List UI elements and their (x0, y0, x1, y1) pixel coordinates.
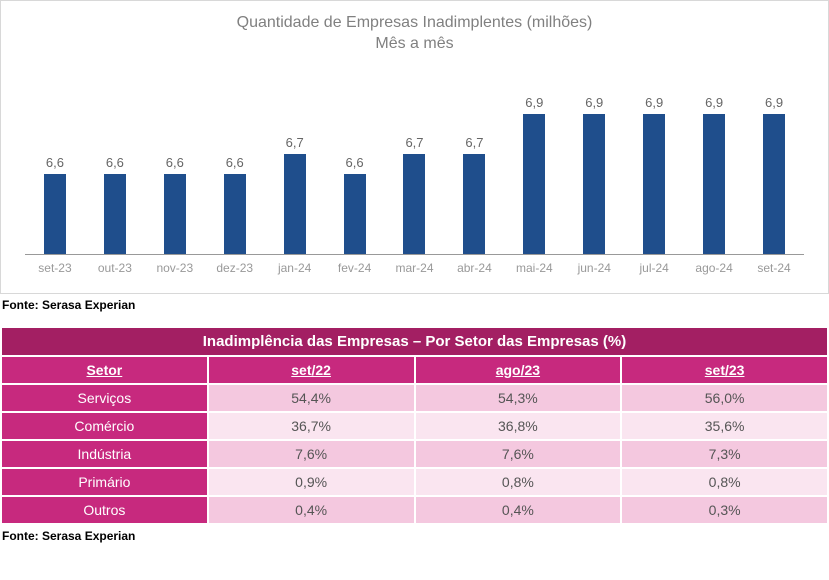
table-column-header: set/22 (208, 356, 415, 384)
bar-value-label: 6,6 (346, 155, 364, 170)
bar-value-label: 6,6 (226, 155, 244, 170)
bar (284, 154, 306, 254)
table-column-header: Setor (1, 356, 208, 384)
bars-row: 6,6 6,6 6,6 6,6 6,7 6,6 6,7 6,7 6,9 6,9 6,9 6,9 6,9 (25, 65, 804, 255)
bar (224, 174, 246, 254)
bar-group: 6,7 (385, 65, 445, 254)
bar (403, 154, 425, 254)
bar-value-label: 6,7 (405, 135, 423, 150)
bar-group: 6,7 (265, 65, 325, 254)
value-cell: 0,3% (621, 496, 828, 524)
chart-title: Quantidade de Empresas Inadimplentes (mi… (17, 13, 812, 55)
table-row: Indústria7,6%7,6%7,3% (1, 440, 828, 468)
value-cell: 0,8% (415, 468, 622, 496)
bar-group: 6,9 (684, 65, 744, 254)
bar (344, 174, 366, 254)
bar-group: 6,9 (504, 65, 564, 254)
value-cell: 54,4% (208, 384, 415, 412)
x-axis-label: jun-24 (564, 261, 624, 275)
bar-value-label: 6,9 (585, 95, 603, 110)
table-row: Comércio36,7%36,8%35,6% (1, 412, 828, 440)
x-axis-label: ago-24 (684, 261, 744, 275)
bar-value-label: 6,6 (46, 155, 64, 170)
chart-area: 6,66,66,66,66,76,66,76,76,96,96,96,96,9 … (25, 65, 804, 285)
value-cell: 0,8% (621, 468, 828, 496)
x-axis-label: jul-24 (624, 261, 684, 275)
value-cell: 35,6% (621, 412, 828, 440)
x-axis-label: fev-24 (325, 261, 385, 275)
bar-value-label: 6,7 (465, 135, 483, 150)
bar (763, 114, 785, 254)
bar-group: 6,6 (325, 65, 385, 254)
x-axis-label: jan-24 (265, 261, 325, 275)
bar-group: 6,7 (444, 65, 504, 254)
chart-title-line2: Mês a mês (375, 35, 453, 52)
table-row: Primário0,9%0,8%0,8% (1, 468, 828, 496)
x-axis-label: dez-23 (205, 261, 265, 275)
sector-cell: Serviços (1, 384, 208, 412)
bar (164, 174, 186, 254)
bar (104, 174, 126, 254)
value-cell: 0,9% (208, 468, 415, 496)
value-cell: 0,4% (208, 496, 415, 524)
table-title: Inadimplência das Empresas – Por Setor d… (1, 327, 828, 356)
x-axis-label: set-24 (744, 261, 804, 275)
value-cell: 7,3% (621, 440, 828, 468)
chart-source: Fonte: Serasa Experian (2, 298, 829, 312)
sector-cell: Primário (1, 468, 208, 496)
sector-table: Inadimplência das Empresas – Por Setor d… (0, 326, 829, 525)
x-axis-label: mar-24 (385, 261, 445, 275)
value-cell: 0,4% (415, 496, 622, 524)
bar-value-label: 6,9 (705, 95, 723, 110)
value-cell: 36,7% (208, 412, 415, 440)
sector-cell: Outros (1, 496, 208, 524)
table-row: Outros0,4%0,4%0,3% (1, 496, 828, 524)
sector-cell: Comércio (1, 412, 208, 440)
bar-group: 6,6 (145, 65, 205, 254)
x-axis-label: set-23 (25, 261, 85, 275)
table-body: Serviços54,4%54,3%56,0%Comércio36,7%36,8… (1, 384, 828, 524)
bar-value-label: 6,6 (106, 155, 124, 170)
value-cell: 7,6% (415, 440, 622, 468)
bar (463, 154, 485, 254)
value-cell: 36,8% (415, 412, 622, 440)
bar-value-label: 6,6 (166, 155, 184, 170)
table-source: Fonte: Serasa Experian (2, 529, 829, 543)
value-cell: 54,3% (415, 384, 622, 412)
bar-value-label: 6,7 (286, 135, 304, 150)
table-column-header: ago/23 (415, 356, 622, 384)
chart-panel: Quantidade de Empresas Inadimplentes (mi… (0, 0, 829, 294)
table-row: Serviços54,4%54,3%56,0% (1, 384, 828, 412)
x-axis-label: nov-23 (145, 261, 205, 275)
bar-group: 6,9 (624, 65, 684, 254)
bar (583, 114, 605, 254)
value-cell: 7,6% (208, 440, 415, 468)
bar-value-label: 6,9 (765, 95, 783, 110)
value-cell: 56,0% (621, 384, 828, 412)
x-axis-label: mai-24 (504, 261, 564, 275)
table-column-header: set/23 (621, 356, 828, 384)
bar-group: 6,9 (564, 65, 624, 254)
bar-value-label: 6,9 (645, 95, 663, 110)
x-axis-label: abr-24 (444, 261, 504, 275)
bar-group: 6,9 (744, 65, 804, 254)
sector-cell: Indústria (1, 440, 208, 468)
x-axis-label: out-23 (85, 261, 145, 275)
bar-group: 6,6 (205, 65, 265, 254)
table-title-row: Inadimplência das Empresas – Por Setor d… (1, 327, 828, 356)
table-header-row: Setorset/22ago/23set/23 (1, 356, 828, 384)
bar-group: 6,6 (85, 65, 145, 254)
chart-title-line1: Quantidade de Empresas Inadimplentes (mi… (237, 14, 593, 31)
x-axis-labels: set-23out-23nov-23dez-23jan-24fev-24mar-… (25, 261, 804, 275)
bar-value-label: 6,9 (525, 95, 543, 110)
bar (523, 114, 545, 254)
bar (703, 114, 725, 254)
bar (44, 174, 66, 254)
bar-group: 6,6 (25, 65, 85, 254)
bar (643, 114, 665, 254)
